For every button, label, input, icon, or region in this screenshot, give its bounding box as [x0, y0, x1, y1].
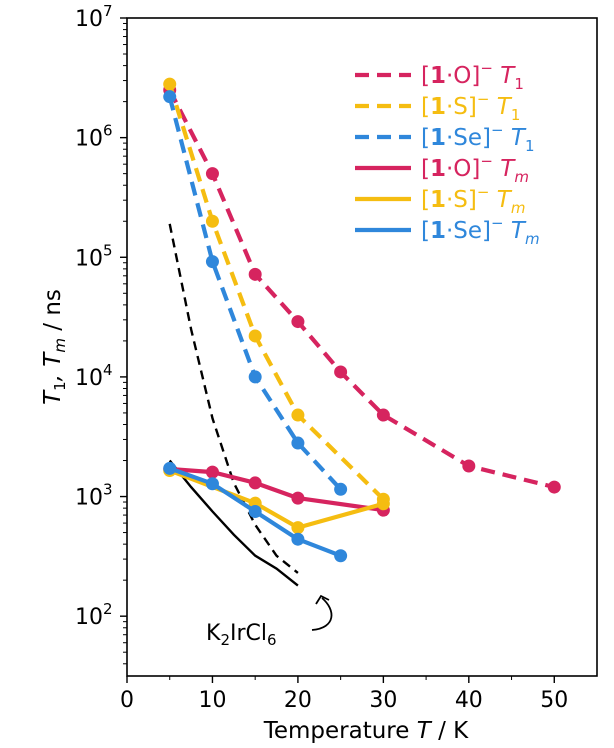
y-tick-label: 104: [75, 361, 113, 391]
series-se-t1: [163, 90, 348, 496]
reference-t1-line: [168, 223, 299, 574]
y-tick-label: 105: [75, 241, 113, 271]
data-series: [163, 77, 561, 563]
legend-label: [1·S]− T1: [421, 90, 520, 124]
x-tick-label: 0: [120, 688, 134, 713]
legend-entry-se-tm: [1·Se]− Tm: [355, 214, 540, 248]
series-o-t1: [163, 83, 561, 494]
x-tick-label: 50: [540, 688, 568, 713]
series-s-t1-point: [291, 408, 305, 422]
series-s-tm-point: [376, 497, 390, 511]
series-se-tm: [163, 461, 348, 563]
y-tick-label: 102: [75, 600, 113, 630]
series-s-t1-point: [205, 214, 219, 228]
series-s-t1-point: [248, 329, 262, 343]
series-o-t1-line: [167, 89, 555, 490]
legend-entry-o-t1: [1·O]− T1: [355, 59, 524, 93]
legend-label: [1·Se]− T1: [421, 121, 535, 155]
y-axis-label: T1, Tm / ns: [40, 289, 69, 405]
series-o-t1-point: [334, 365, 348, 379]
series-se-t1-point: [205, 255, 219, 269]
series-o-tm-point: [291, 491, 305, 505]
axes: 0 10 20 30 40 50 102 103 104 105 106 107: [75, 2, 598, 713]
series-se-tm-point: [248, 504, 262, 518]
x-axis-label: Temperature T / K: [263, 718, 469, 744]
series-se-tm-point: [291, 532, 305, 546]
legend-entry-o-tm: [1·O]− Tm: [355, 152, 529, 186]
series-o-t1-point: [205, 167, 219, 181]
series-o-t1-point: [291, 315, 305, 329]
reference-curves: [168, 223, 299, 587]
series-se-tm-point: [205, 477, 219, 491]
series-o-t1-point: [547, 480, 561, 494]
series-o-tm-point: [205, 465, 219, 479]
series-o-t1-point: [462, 459, 476, 473]
legend: [1·O]− T1[1·S]− T1[1·Se]− T1[1·O]− Tm[1·…: [355, 59, 540, 248]
x-tick-label: 20: [284, 688, 312, 713]
legend-entry-s-tm: [1·S]− Tm: [355, 183, 525, 217]
x-tick-label: 40: [455, 688, 483, 713]
legend-label: [1·O]− Tm: [421, 152, 529, 186]
x-tick-label: 30: [369, 688, 397, 713]
series-se-t1-point: [248, 370, 262, 384]
legend-label: [1·Se]− Tm: [421, 214, 540, 248]
series-o-t1-point: [376, 408, 390, 422]
annotation-label: K2IrCl6: [206, 621, 277, 649]
series-s-t1: [163, 77, 390, 506]
series-s-t1-point: [163, 77, 177, 91]
legend-entry-se-t1: [1·Se]− T1: [355, 121, 535, 155]
series-se-t1-point: [163, 90, 177, 104]
y-tick-label: 107: [75, 2, 113, 32]
y-tick-label: 106: [75, 122, 113, 152]
series-se-t1-point: [291, 436, 305, 450]
series-o-tm: [163, 462, 390, 517]
annotation-arrow: [311, 597, 333, 631]
series-o-t1-point: [248, 267, 262, 281]
x-tick-label: 10: [198, 688, 226, 713]
series-o-tm-point: [248, 476, 262, 490]
legend-entry-s-t1: [1·S]− T1: [355, 90, 520, 124]
legend-label: [1·S]− Tm: [421, 183, 525, 217]
annotation-arrowhead: [315, 594, 330, 605]
legend-label: [1·O]− T1: [421, 59, 524, 93]
plot-frame: [126, 17, 598, 677]
series-se-tm-point: [163, 461, 177, 475]
series-se-tm-point: [334, 549, 348, 563]
y-tick-label: 103: [75, 481, 113, 511]
series-s-tm-point: [291, 521, 305, 535]
series-se-t1-point: [334, 482, 348, 496]
reference-tm-line: [168, 459, 299, 587]
series-s-t1-line: [167, 83, 385, 501]
series-o-tm-line: [169, 466, 384, 513]
